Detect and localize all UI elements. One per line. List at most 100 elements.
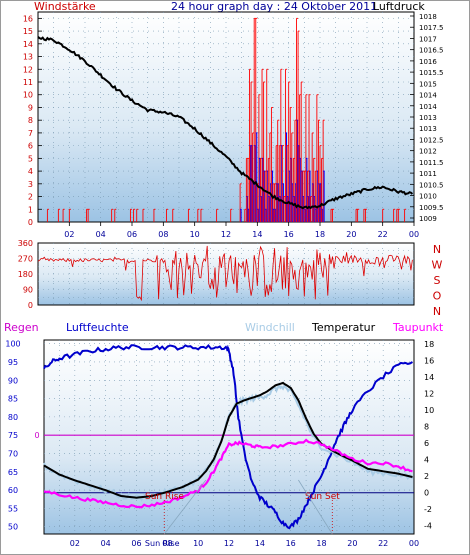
pressure-tick-label: 1017 (419, 35, 437, 43)
luftfeuchte-line (43, 343, 414, 530)
x-tick-label: 22 (378, 539, 388, 548)
pressure-tick-label: 1012.5 (419, 136, 444, 144)
x-tick-label: 14 (255, 539, 265, 548)
wind-tick-label: 12 (23, 65, 33, 74)
wind-tick-label: 0 (28, 218, 33, 227)
x-tick-label: 20 (346, 230, 356, 239)
wind-direction-series (37, 245, 413, 302)
x-tick-label: 02 (70, 539, 80, 548)
compass-label: N (433, 243, 441, 256)
pressure-tick-label: 1018 (419, 13, 437, 21)
x-tick-label: 14 (252, 230, 262, 239)
x-tick-label: 04 (101, 539, 111, 548)
temp-tick-label: 6 (424, 439, 429, 448)
wind-tick-label: 5 (28, 154, 33, 163)
humidity-tick-label: 85 (8, 395, 18, 404)
pressure-series (37, 36, 414, 210)
x-tick-label: 12 (224, 539, 234, 548)
temp-tick-label: -4 (424, 522, 432, 531)
humidity-tick-label: 75 (8, 431, 18, 440)
humidity-tick-label: 95 (8, 358, 18, 367)
humidity-tick-label: 90 (8, 376, 18, 385)
x-tick-label: 16 (284, 230, 294, 239)
graph-title: 24 hour graph day : 24 Oktober 2011 (171, 0, 377, 13)
temp-tick-label: -2 (424, 505, 432, 514)
wind-tick-label: 9 (28, 103, 33, 112)
temp-tick-label: 0 (424, 489, 429, 498)
x-tick-label: 16 (286, 539, 296, 548)
direction-tick-label: 180 (18, 270, 33, 279)
wind-tick-label: 11 (23, 78, 33, 87)
pressure-tick-label: 1009.5 (419, 204, 444, 212)
sunset-ray (298, 479, 333, 535)
pressure-tick-label: 1016.5 (419, 47, 444, 55)
pressure-tick-label: 1014 (419, 103, 437, 111)
temp-tick-label: 12 (424, 390, 434, 399)
sunrise-ray (163, 479, 207, 535)
temperature-y-axis: -4 -2 0 2 4 6 8 10 12 14 16 18 (424, 340, 434, 531)
x-tick-label: 00 (409, 230, 419, 239)
x-tick-label: 02 (64, 230, 74, 239)
sunset-label: Sun Set (305, 492, 340, 502)
wind-tick-label: 1 (28, 205, 33, 214)
direction-tick-label: 270 (18, 255, 33, 264)
humidity-y-axis: 50 55 60 65 70 75 80 85 90 95 100 0 (5, 340, 39, 532)
wind-tick-label: 7 (28, 129, 33, 138)
pressure-tick-label: 1016 (419, 58, 437, 66)
temp-tick-label: 4 (424, 456, 429, 465)
temp-tick-label: 18 (424, 340, 434, 349)
regen-title: Regen (4, 321, 39, 334)
compass-label: N (433, 305, 441, 318)
temp-tick-label: 2 (424, 472, 429, 481)
wind-title: Windstärke (34, 0, 96, 13)
windchill-title: Windchill (245, 321, 295, 334)
x-tick-label: 20 (347, 539, 357, 548)
pressure-line (37, 36, 414, 210)
pressure-tick-label: 1012 (419, 148, 437, 156)
pressure-y-axis: 1009 1009.5 1010 1010.5 1011 1011.5 1012 1012.5… (410, 13, 444, 223)
direction-tick-label: 0 (28, 301, 33, 310)
pressure-tick-label: 1013 (419, 114, 437, 122)
temp-tick-label: 10 (424, 406, 434, 415)
wind-tick-label: 3 (28, 180, 33, 189)
x-tick-label: 06 (127, 230, 137, 239)
x-tick-label: 12 (221, 230, 231, 239)
sun-markers: Sun Rise Sun Set (145, 479, 340, 535)
sunrise-tick-label: Sun Rise (145, 539, 180, 548)
temp-tick-label: 8 (424, 423, 429, 432)
compass-label: W (432, 259, 443, 272)
x-tick-label: 10 (190, 230, 200, 239)
wind-direction-line (37, 245, 413, 302)
compass-label: O (433, 290, 442, 303)
wind-tick-label: 14 (23, 40, 33, 49)
humidity-tick-label: 60 (8, 486, 18, 495)
compass-label: S (434, 274, 441, 287)
luftfeuchte-title: Luftfeuchte (66, 321, 129, 334)
x-tick-label: 18 (315, 230, 325, 239)
wind-tick-label: 4 (28, 167, 33, 176)
pressure-tick-label: 1014 (419, 92, 437, 100)
sunrise-label: Sun Rise (145, 492, 184, 502)
direction-tick-label: 90 (23, 286, 33, 295)
x-tick-label: 08 (158, 230, 168, 239)
wind-x-axis: 02 04 06 08 10 12 14 16 18 20 22 00 (64, 222, 419, 239)
x-tick-label: 06 (131, 539, 141, 548)
humidity-tick-label: 65 (8, 468, 18, 477)
temperatur-title: Temperatur (311, 321, 376, 334)
wind-direction-y-axis: 0 90 180 270 360 (18, 239, 33, 310)
wind-tick-label: 16 (23, 14, 33, 23)
x-tick-label: 18 (316, 539, 326, 548)
humidity-tick-label: 100 (5, 340, 20, 349)
pressure-tick-label: 1011 (419, 170, 437, 178)
taupunkt-line (43, 438, 413, 509)
wind-direction-grid (38, 243, 414, 305)
temp-tick-label: 16 (424, 357, 434, 366)
temp-x-axis: 02 04 06 08 10 12 14 16 18 20 22 00 Sun Rise (70, 539, 419, 548)
pressure-tick-label: 1010 (419, 193, 437, 201)
pressure-tick-label: 1010.5 (419, 181, 444, 189)
humidity-tick-label: 80 (8, 413, 18, 422)
wind-tick-label: 8 (28, 116, 33, 125)
